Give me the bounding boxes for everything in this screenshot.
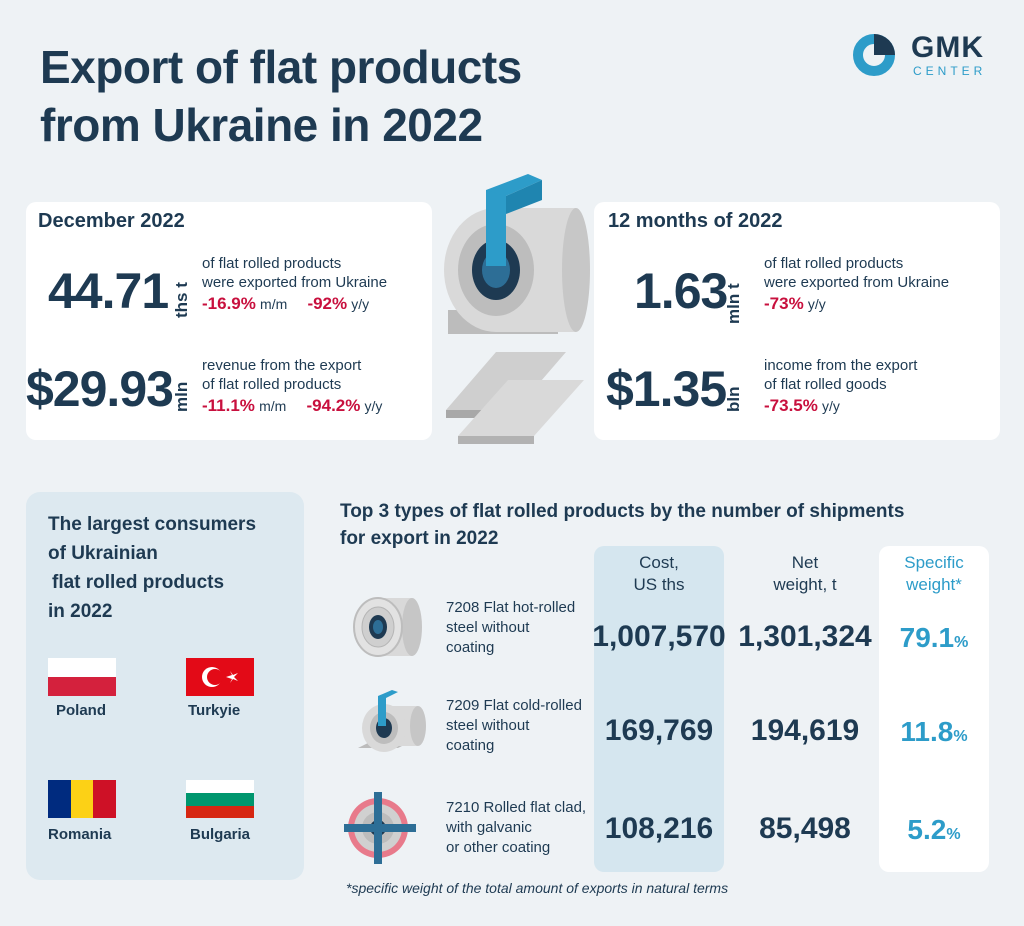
year-revenue-yy: -73.5% xyxy=(764,396,818,415)
country-turkyie: Turkyie xyxy=(188,702,241,719)
product-7210-weight: 85,498 xyxy=(759,812,851,845)
turkey-flag-icon xyxy=(186,658,254,696)
december-volume-value: 44.71 xyxy=(48,263,169,319)
consumers-title: The largest consumers of Ukrainian flat … xyxy=(48,514,257,622)
country-romania: Romania xyxy=(48,826,112,843)
bulgaria-flag-icon xyxy=(186,780,254,818)
table-heading: Top 3 types of flat rolled products by t… xyxy=(340,501,905,549)
december-card: December 2022 44.71 ths t of flat rolled… xyxy=(26,202,432,440)
col-header-cost: Cost, US ths xyxy=(633,553,685,594)
product-7209-cost: 169,769 xyxy=(604,714,714,747)
december-volume-desc: of flat rolled products were exported fr… xyxy=(202,255,388,313)
col-header-weight: Net weight, t xyxy=(773,553,837,594)
steel-coil-illustration xyxy=(444,174,590,444)
december-revenue-yy: -94.2% xyxy=(306,396,361,415)
year-revenue-value: $1.35 xyxy=(606,361,727,417)
product-7208-specific: 79.1% xyxy=(899,622,969,653)
product-7208-label: 7208 Flat hot-rolled steel without coati… xyxy=(446,599,576,656)
coated-coil-icon xyxy=(344,792,416,864)
december-revenue-desc: revenue from the export of flat rolled p… xyxy=(202,357,383,415)
december-revenue-unit: mln xyxy=(172,381,191,412)
december-revenue-value: $29.93 xyxy=(26,361,174,417)
year-heading: 12 months of 2022 xyxy=(608,210,783,232)
product-7208-cost: 1,007,570 xyxy=(592,620,726,653)
december-volume-yy: -92% xyxy=(307,294,348,313)
country-poland: Poland xyxy=(56,702,107,719)
product-7209-label: 7209 Flat cold-rolled steel without coat… xyxy=(446,697,582,754)
product-7209-weight: 194,619 xyxy=(750,714,860,747)
product-7210-specific: 5.2% xyxy=(907,814,961,845)
december-heading: December 2022 xyxy=(38,210,185,232)
december-revenue-mm: -11.1% xyxy=(202,396,255,415)
year-revenue-desc: income from the export of flat rolled go… xyxy=(764,357,918,415)
year-volume-desc: of flat rolled products were exported fr… xyxy=(764,255,950,313)
december-volume-mm: -16.9% xyxy=(202,294,256,313)
country-bulgaria: Bulgaria xyxy=(190,826,251,843)
footnote: *specific weight of the total amount of … xyxy=(346,880,729,896)
year-volume-yy: -73% xyxy=(764,294,804,313)
cost-column xyxy=(594,546,724,872)
romania-flag-icon xyxy=(48,780,116,818)
consumers-panel: The largest consumers of Ukrainian flat … xyxy=(26,492,304,880)
year-volume-value: 1.63 xyxy=(634,263,728,319)
product-7210-label: 7210 Rolled flat clad, with galvanic or … xyxy=(446,799,587,856)
cold-rolled-coil-icon xyxy=(358,690,426,752)
hot-rolled-coil-icon xyxy=(353,597,422,657)
col-header-specific: Specific weight* xyxy=(904,553,964,594)
specific-weight-column xyxy=(879,546,989,872)
year-revenue-unit: bln xyxy=(724,386,743,413)
product-7210-cost: 108,216 xyxy=(604,812,714,845)
page-title: Export of flat products from Ukraine in … xyxy=(40,41,522,151)
december-volume-unit: ths t xyxy=(172,282,191,318)
logo-ring-icon xyxy=(853,34,895,76)
poland-flag-icon xyxy=(48,658,116,696)
gmk-logo: GMK CENTER xyxy=(853,32,1003,80)
year-card: 12 months of 2022 1.63 mln t of flat rol… xyxy=(594,202,1000,440)
product-7209-specific: 11.8% xyxy=(900,716,968,747)
product-7208-weight: 1,301,324 xyxy=(738,620,872,653)
year-volume-unit: mln t xyxy=(724,283,743,324)
